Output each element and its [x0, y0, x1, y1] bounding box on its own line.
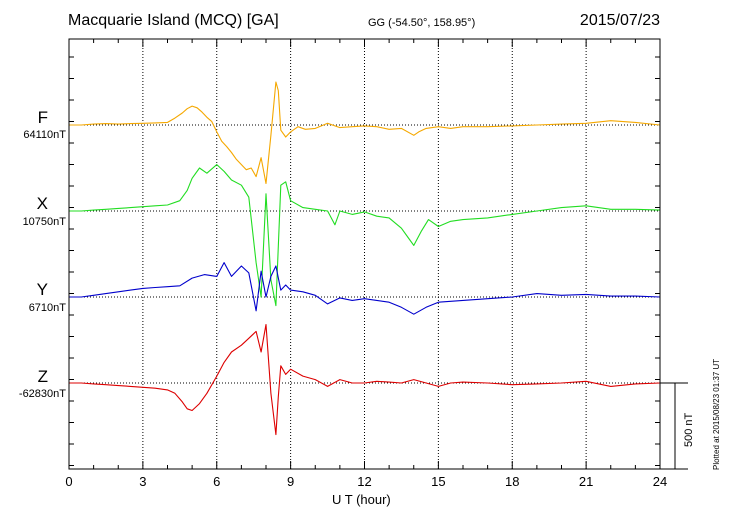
x-axis-label: U T (hour): [332, 492, 391, 507]
x-tick-label: 24: [653, 474, 667, 489]
series-line-f: [69, 81, 661, 185]
series-label-x: X: [36, 194, 48, 213]
plot-frame: [68, 38, 661, 470]
series-baseline-x: 10750nT: [22, 216, 66, 228]
plotted-timestamp: Plotted at 2015/08/23 01:37 UT: [712, 358, 721, 470]
scale-bar-label: 500 nT: [683, 412, 695, 447]
chart-title: Macquarie Island (MCQ) [GA]: [68, 12, 279, 29]
series-label-z: Z: [37, 367, 48, 386]
x-tick-label: 18: [505, 474, 519, 489]
series-baseline-y: 6710nT: [28, 302, 66, 314]
series-lines: [69, 81, 661, 436]
x-tick-label: 3: [139, 474, 146, 489]
grid: [69, 39, 660, 469]
x-tick-label: 15: [431, 474, 445, 489]
axes: 0 3 6 9 12 15 18 21 24: [65, 38, 688, 489]
x-tick-label: 12: [357, 474, 371, 489]
x-tick-label: 21: [579, 474, 593, 489]
series-baseline-z: -62830nT: [18, 388, 66, 400]
series-label-y: Y: [36, 280, 48, 299]
series-baseline-f: 64110nT: [23, 129, 66, 141]
chart-date: 2015/07/23: [579, 12, 660, 29]
series-label-f: F: [37, 108, 48, 127]
x-tick-label: 9: [287, 474, 294, 489]
x-tick-label: 6: [213, 474, 220, 489]
x-tick-label: 0: [65, 474, 72, 489]
series-line-z: [69, 323, 661, 436]
chart-subtitle: GG (-54.50°, 158.95°): [368, 17, 476, 29]
series-line-x: [69, 164, 661, 307]
series-line-y: [69, 262, 661, 315]
